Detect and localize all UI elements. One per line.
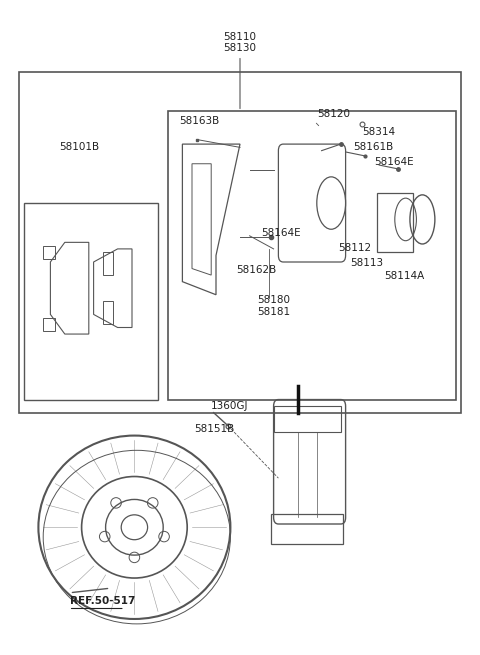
- Text: 58164E: 58164E: [262, 227, 301, 238]
- Text: 58110
58130: 58110 58130: [224, 32, 256, 53]
- Text: 58112: 58112: [338, 242, 372, 253]
- Bar: [43, 318, 55, 331]
- Bar: [19, 72, 461, 413]
- Bar: [103, 301, 113, 324]
- Bar: [24, 203, 158, 400]
- Text: 58114A: 58114A: [384, 271, 424, 282]
- Text: 58113: 58113: [350, 258, 384, 269]
- Bar: [274, 406, 341, 432]
- Text: 58162B: 58162B: [237, 265, 277, 275]
- Text: 58151B: 58151B: [194, 424, 235, 434]
- Bar: [168, 111, 456, 400]
- Bar: [103, 252, 113, 275]
- Text: 58314: 58314: [362, 127, 396, 138]
- Text: REF.50-517: REF.50-517: [70, 595, 135, 606]
- Text: 58161B: 58161B: [353, 142, 393, 153]
- Bar: [43, 246, 55, 259]
- Bar: [271, 514, 343, 544]
- Text: 58180
58181: 58180 58181: [257, 295, 290, 316]
- Text: 58101B: 58101B: [59, 142, 99, 153]
- Text: 58163B: 58163B: [179, 116, 219, 126]
- Text: 58164E: 58164E: [374, 157, 414, 168]
- Text: 58120: 58120: [317, 109, 350, 119]
- Bar: [377, 193, 413, 252]
- Text: 1360GJ: 1360GJ: [211, 401, 249, 411]
